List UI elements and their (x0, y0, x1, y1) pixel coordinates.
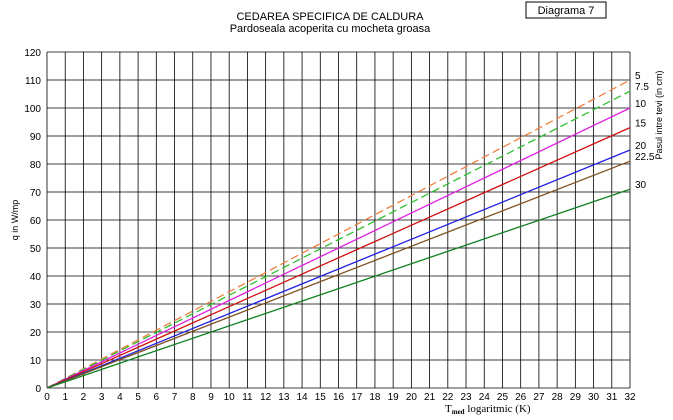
x-tick-label: 29 (570, 392, 582, 403)
x-tick-label: 17 (351, 392, 363, 403)
x-tick-label: 6 (154, 392, 160, 403)
y-tick-label: 30 (30, 300, 42, 311)
y-tick-label: 60 (30, 216, 42, 227)
x-tick-label: 10 (224, 392, 236, 403)
series-line (46, 188, 631, 389)
series-label: 10 (635, 99, 647, 110)
x-tick-label: 27 (533, 392, 545, 403)
x-tick-label: 12 (260, 392, 272, 403)
x-label-rest: logaritmic (K) (465, 403, 531, 415)
x-tick-label: 28 (552, 392, 564, 403)
x-tick-label: 9 (208, 392, 214, 403)
chart-title: CEDAREA SPECIFICA DE CALDURA (236, 11, 424, 23)
x-tick-label: 22 (442, 392, 454, 403)
x-tick-label: 14 (297, 392, 309, 403)
x-tick-label: 19 (388, 392, 400, 403)
y-tick-label: 70 (30, 188, 42, 199)
series-label: 7.5 (635, 82, 649, 93)
y-tick-label: 120 (24, 48, 41, 59)
x-tick-label: 0 (44, 392, 50, 403)
x-tick-label: 21 (424, 392, 436, 403)
x-tick-label: 15 (315, 392, 327, 403)
x-tick-label: 2 (81, 392, 87, 403)
x-tick-label: 5 (135, 392, 141, 403)
series-label: 30 (635, 180, 647, 191)
x-tick-label: 11 (242, 392, 253, 403)
y-tick-label: 40 (30, 272, 42, 283)
y-axis-label: q in W/mp (10, 200, 20, 241)
x-tick-label: 30 (588, 392, 600, 403)
x-tick-label: 4 (117, 392, 123, 403)
x-tick-label: 20 (406, 392, 418, 403)
series-line (46, 79, 631, 389)
x-tick-label: 13 (278, 392, 290, 403)
series-label: 20 (635, 141, 647, 152)
y-tick-label: 80 (30, 160, 42, 171)
x-tick-label: 32 (624, 392, 636, 403)
x-tick-label: 8 (190, 392, 196, 403)
y-tick-label: 50 (30, 244, 42, 255)
y-tick-label: 90 (30, 132, 42, 143)
x-tick-label: 16 (333, 392, 345, 403)
y-tick-label: 110 (25, 76, 41, 87)
x-tick-label: 23 (460, 392, 472, 403)
x-tick-label: 26 (515, 392, 527, 403)
legend-title: Pasul intre tevi (in cm) (654, 70, 664, 159)
x-tick-label: 1 (62, 392, 68, 403)
y-tick-label: 10 (30, 356, 42, 367)
x-tick-label: 18 (369, 392, 381, 403)
series-line (46, 107, 631, 389)
badge-box (525, 1, 607, 19)
series-line (46, 160, 631, 389)
series-line (46, 149, 631, 389)
x-tick-label: 24 (479, 392, 491, 403)
series-label: 22.5 (635, 152, 655, 163)
y-tick-label: 100 (24, 104, 41, 115)
series-line (46, 90, 631, 389)
x-axis-label: Tmed logaritmic (K) (445, 403, 531, 416)
badge: Diagrama 7 (538, 5, 595, 17)
y-tick-label: 20 (30, 328, 42, 339)
x-tick-label: 25 (497, 392, 509, 403)
y-tick-label: 0 (35, 384, 41, 395)
series-label: 5 (635, 71, 641, 82)
chart-subtitle: Pardoseala acoperita cu mocheta groasa (230, 23, 431, 35)
x-label-main: T (445, 403, 452, 415)
x-tick-label: 31 (606, 392, 618, 403)
x-label-sub: med (452, 408, 465, 416)
x-tick-label: 3 (99, 392, 105, 403)
series-line (46, 127, 631, 389)
x-tick-label: 7 (172, 392, 178, 403)
series-label: 15 (635, 119, 647, 130)
